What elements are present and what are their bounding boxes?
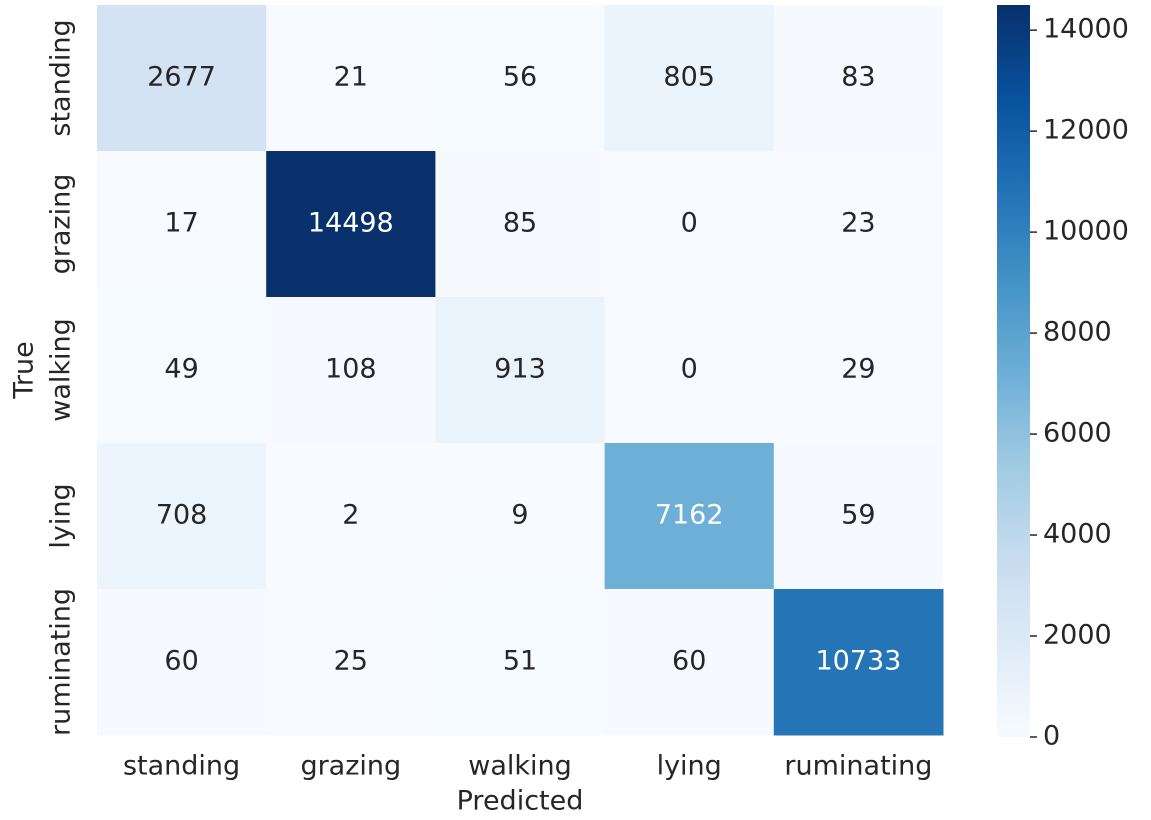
cell-label: 2677 <box>147 62 216 93</box>
heatmap-cell <box>435 443 606 590</box>
cell-label: 49 <box>164 354 198 385</box>
colorbar-tick-label: 0 <box>1043 721 1060 752</box>
cell-label: 14498 <box>308 208 394 239</box>
heatmap-cell <box>97 297 267 444</box>
cell-label: 9 <box>511 500 528 531</box>
cell-label: 23 <box>841 208 875 239</box>
heatmap-cell <box>266 297 436 444</box>
cell-label: 60 <box>672 646 706 677</box>
y-tick-label: ruminating <box>46 588 77 736</box>
cell-label: 17 <box>164 208 198 239</box>
cell-label: 0 <box>681 354 698 385</box>
heatmap-cell <box>97 151 267 298</box>
y-axis-label: True <box>9 341 40 399</box>
heatmap-cell <box>435 589 606 736</box>
heatmap-cell <box>97 589 267 736</box>
heatmap-cell <box>266 5 436 152</box>
x-tick-label: standing <box>123 751 240 782</box>
cell-label: 51 <box>503 646 537 677</box>
x-tick-label: lying <box>657 751 722 782</box>
cell-label: 913 <box>494 354 546 385</box>
cell-label: 108 <box>325 354 377 385</box>
cell-label: 708 <box>156 500 208 531</box>
heatmap-cell <box>435 5 606 152</box>
cell-label: 25 <box>334 646 368 677</box>
heatmap-cell <box>435 151 606 298</box>
cell-label: 83 <box>841 62 875 93</box>
colorbar-tick-label: 14000 <box>1043 14 1129 45</box>
cell-label: 59 <box>841 500 875 531</box>
heatmap-cell <box>773 5 944 152</box>
heatmap-cell <box>266 589 436 736</box>
y-tick-label: standing <box>46 19 77 136</box>
cell-label: 7162 <box>655 500 724 531</box>
heatmap-cell <box>604 589 775 736</box>
x-tick-label: walking <box>468 751 572 782</box>
x-axis-label: Predicted <box>457 786 584 817</box>
heatmap-cell <box>97 5 267 152</box>
heatmap-cell <box>266 151 436 298</box>
cell-label: 805 <box>663 62 715 93</box>
heatmap-cell <box>266 443 436 590</box>
cell-label: 10733 <box>815 646 901 677</box>
cell-label: 2 <box>342 500 359 531</box>
heatmap-cell <box>604 5 775 152</box>
y-tick-label: walking <box>46 318 77 422</box>
heatmap-cell <box>773 589 944 736</box>
colorbar-tick-label: 12000 <box>1043 115 1129 146</box>
heatmap-cell <box>773 297 944 444</box>
cell-label: 56 <box>503 62 537 93</box>
cell-label: 0 <box>681 208 698 239</box>
x-tick-label: ruminating <box>784 751 932 782</box>
colorbar-tick-label: 2000 <box>1043 620 1112 651</box>
heatmap-cell <box>435 297 606 444</box>
colorbar-tick-label: 8000 <box>1043 317 1112 348</box>
cell-label: 85 <box>503 208 537 239</box>
heatmap-cell <box>604 151 775 298</box>
heatmap-cell <box>604 297 775 444</box>
colorbar-tick-label: 10000 <box>1043 216 1129 247</box>
cell-label: 60 <box>164 646 198 677</box>
y-tick-label: lying <box>46 483 77 548</box>
colorbar-tick-label: 6000 <box>1043 418 1112 449</box>
heatmap-cell <box>773 151 944 298</box>
y-tick-label: grazing <box>46 174 77 275</box>
heatmap-cell <box>773 443 944 590</box>
cell-label: 21 <box>334 62 368 93</box>
heatmap-cell <box>604 443 775 590</box>
colorbar <box>997 5 1030 737</box>
colorbar-tick-label: 4000 <box>1043 519 1112 550</box>
x-tick-label: grazing <box>300 751 401 782</box>
cell-label: 29 <box>841 354 875 385</box>
heatmap-cell <box>97 443 267 590</box>
